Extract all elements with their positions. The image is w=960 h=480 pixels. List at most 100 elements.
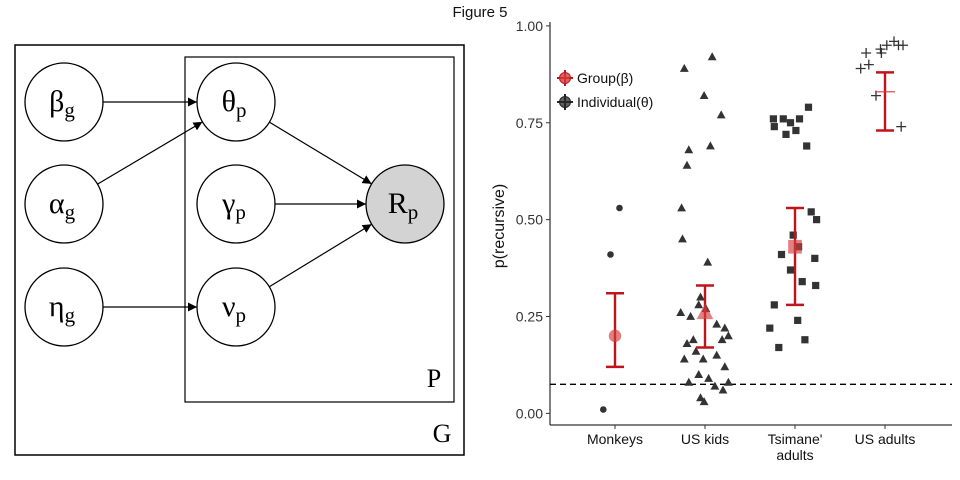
individual-point-3-4 bbox=[898, 40, 908, 51]
individual-point-2-18 bbox=[770, 301, 778, 309]
individual-point-1-27 bbox=[704, 373, 713, 382]
individual-point-1-2 bbox=[699, 91, 709, 100]
group-estimate-0 bbox=[606, 292, 624, 369]
group-mean-2 bbox=[788, 239, 802, 254]
node-beta: βg bbox=[24, 62, 104, 142]
outer-plate bbox=[14, 44, 465, 456]
individual-point-0-2 bbox=[600, 406, 607, 413]
y-tick-label-4: 1.00 bbox=[516, 18, 543, 34]
individual-point-2-9 bbox=[807, 208, 815, 216]
y-tick-label-2: 0.50 bbox=[516, 212, 543, 228]
individual-point-1-3 bbox=[716, 110, 726, 119]
legend-label-1: Individual(θ) bbox=[577, 94, 653, 110]
node-alpha: αg bbox=[24, 164, 104, 244]
individual-point-3-1 bbox=[881, 40, 892, 51]
individual-point-3-8 bbox=[855, 63, 866, 74]
individual-point-2-17 bbox=[812, 281, 820, 290]
individual-point-2-21 bbox=[801, 336, 809, 344]
individual-point-1-8 bbox=[678, 234, 687, 243]
individual-point-1-19 bbox=[717, 335, 727, 344]
recursion-chart: 0.00 0.25 0.50 0.75 1.00 Monkeys US kids Tsiman… bbox=[491, 18, 952, 463]
node-gamma: γp bbox=[196, 164, 276, 244]
group-estimate-1 bbox=[696, 284, 714, 349]
figure-title: Figure 5 bbox=[452, 4, 508, 21]
graphical-model-diagram: G P βg αg ηg θp γp νp Rp bbox=[14, 44, 465, 456]
x-tick-label-2: Tsimane' adults bbox=[768, 431, 823, 463]
group-estimate-3 bbox=[875, 71, 895, 132]
individual-point-1-33 bbox=[699, 397, 709, 406]
individual-point-1-16 bbox=[720, 323, 730, 332]
node-gamma-label: γp bbox=[221, 187, 246, 224]
node-eta-label: ηg bbox=[49, 290, 76, 327]
individual-point-3-10 bbox=[896, 121, 907, 132]
group-mean-1 bbox=[696, 303, 714, 320]
individual-point-1-29 bbox=[718, 385, 728, 394]
individual-point-2-6 bbox=[782, 130, 790, 138]
individual-point-2-7 bbox=[792, 126, 800, 135]
inner-plate-label: P bbox=[427, 364, 441, 393]
node-beta-label: βg bbox=[49, 85, 75, 122]
individual-point-1-18 bbox=[682, 339, 692, 348]
individual-point-2-1 bbox=[770, 123, 778, 131]
inner-plate bbox=[184, 56, 455, 403]
y-tick-label-1: 0.25 bbox=[516, 309, 543, 325]
individual-point-1-21 bbox=[691, 346, 701, 355]
individual-point-1-11 bbox=[696, 292, 705, 301]
individual-point-2-14 bbox=[811, 254, 819, 262]
individual-point-1-0 bbox=[679, 63, 689, 72]
individual-point-2-3 bbox=[786, 119, 795, 127]
individual-point-3-7 bbox=[863, 59, 874, 70]
individual-point-1-25 bbox=[720, 362, 730, 371]
individual-point-1-7 bbox=[677, 203, 686, 212]
node-nu: νp bbox=[196, 267, 276, 347]
node-R-label: Rp bbox=[388, 187, 419, 224]
individual-point-1-14 bbox=[686, 311, 695, 320]
group-mean-0 bbox=[608, 329, 622, 343]
individual-point-1-15 bbox=[712, 319, 722, 328]
y-tick-label-3: 0.75 bbox=[516, 115, 543, 131]
outer-plate-label: G bbox=[433, 419, 452, 448]
edge-nu-to-R bbox=[268, 223, 373, 288]
individual-point-1-22 bbox=[712, 350, 722, 359]
node-theta-label: θp bbox=[222, 85, 247, 122]
individual-point-1-32 bbox=[696, 393, 705, 402]
legend-item-1: Individual(θ) bbox=[557, 94, 653, 110]
individual-point-1-24 bbox=[698, 354, 708, 363]
individual-point-2-15 bbox=[786, 266, 795, 274]
individual-point-2-5 bbox=[804, 103, 813, 111]
individual-point-1-5 bbox=[706, 141, 715, 150]
node-nu-label: νp bbox=[222, 290, 246, 327]
individual-point-2-4 bbox=[795, 115, 804, 123]
individual-point-1-31 bbox=[684, 377, 694, 386]
individual-point-1-9 bbox=[703, 257, 713, 266]
individual-point-1-23 bbox=[679, 354, 689, 363]
individual-point-1-1 bbox=[707, 52, 717, 61]
individual-point-1-30 bbox=[724, 377, 733, 386]
x-tick-label-0: Monkeys bbox=[587, 431, 643, 447]
individual-point-2-16 bbox=[798, 278, 806, 286]
node-R: Rp bbox=[365, 164, 445, 244]
edge-theta-to-R bbox=[269, 121, 372, 185]
node-alpha-label: αg bbox=[49, 187, 76, 224]
individual-point-1-10 bbox=[676, 308, 686, 317]
individual-point-1-4 bbox=[684, 145, 694, 154]
individual-point-2-19 bbox=[794, 316, 802, 324]
individual-point-1-12 bbox=[694, 300, 704, 309]
individual-point-2-10 bbox=[813, 216, 821, 224]
individual-point-1-6 bbox=[682, 160, 692, 169]
individual-point-2-0 bbox=[769, 115, 777, 123]
individual-point-1-26 bbox=[694, 370, 704, 379]
group-estimate-2 bbox=[786, 206, 804, 307]
individual-point-0-0 bbox=[607, 251, 614, 258]
individual-point-0-1 bbox=[616, 204, 623, 212]
individual-point-3-5 bbox=[861, 48, 872, 58]
x-tick-label-3: US adults bbox=[855, 431, 916, 447]
x-tick-label-1: US kids bbox=[681, 431, 729, 447]
individual-point-2-11 bbox=[789, 231, 797, 239]
individual-point-2-2 bbox=[779, 115, 787, 123]
individual-point-2-22 bbox=[775, 343, 783, 352]
node-theta: θp bbox=[196, 62, 276, 142]
legend-item-0: Group(β) bbox=[557, 70, 633, 86]
y-tick-label-0: 0.00 bbox=[516, 405, 543, 421]
individual-point-3-6 bbox=[876, 48, 887, 58]
